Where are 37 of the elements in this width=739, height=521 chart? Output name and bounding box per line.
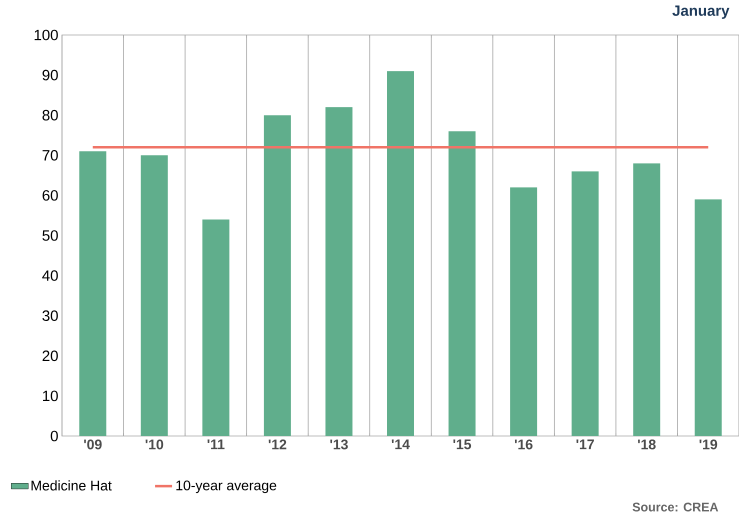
bar: [387, 71, 414, 436]
bar: [448, 131, 476, 436]
bar: [633, 163, 660, 436]
y-tick-label: 90: [42, 70, 58, 80]
x-tick-label: '12: [268, 440, 286, 450]
bar: [694, 199, 722, 436]
y-tick-label: 30: [42, 310, 58, 321]
x-tick-label: '09: [84, 440, 102, 450]
bar: [202, 219, 230, 436]
x-tick-label: '16: [514, 440, 533, 450]
x-tick-label: '10: [146, 440, 164, 450]
y-tick-label: 0: [50, 430, 58, 442]
x-tick-label: '17: [576, 440, 594, 450]
x-tick-label: '11: [208, 440, 225, 450]
bar: [572, 171, 599, 436]
source-note: Source: CREA: [632, 502, 718, 512]
x-tick-label: '13: [330, 440, 348, 450]
y-tick-label: 100: [34, 30, 58, 40]
x-tick-label: '19: [700, 440, 718, 450]
x-tick-label: '14: [392, 440, 410, 450]
bar: [140, 155, 168, 436]
y-tick-label: 40: [42, 270, 58, 281]
legend-label: 10-year average: [176, 480, 276, 494]
y-tick-label: 60: [42, 190, 58, 201]
bar: [510, 187, 538, 436]
y-tick-label: 50: [42, 230, 58, 241]
bar: [79, 151, 106, 436]
chart-title: January: [672, 6, 730, 19]
legend-label: Medicine Hat: [32, 480, 112, 491]
y-tick-label: 80: [42, 110, 58, 120]
y-tick-label: 10: [43, 390, 58, 402]
x-tick-label: '18: [638, 440, 656, 450]
y-tick-label: 70: [42, 150, 58, 161]
x-tick-label: '15: [453, 440, 472, 450]
y-tick-label: 20: [42, 350, 58, 362]
bar: [264, 115, 291, 436]
bar: [325, 107, 352, 436]
